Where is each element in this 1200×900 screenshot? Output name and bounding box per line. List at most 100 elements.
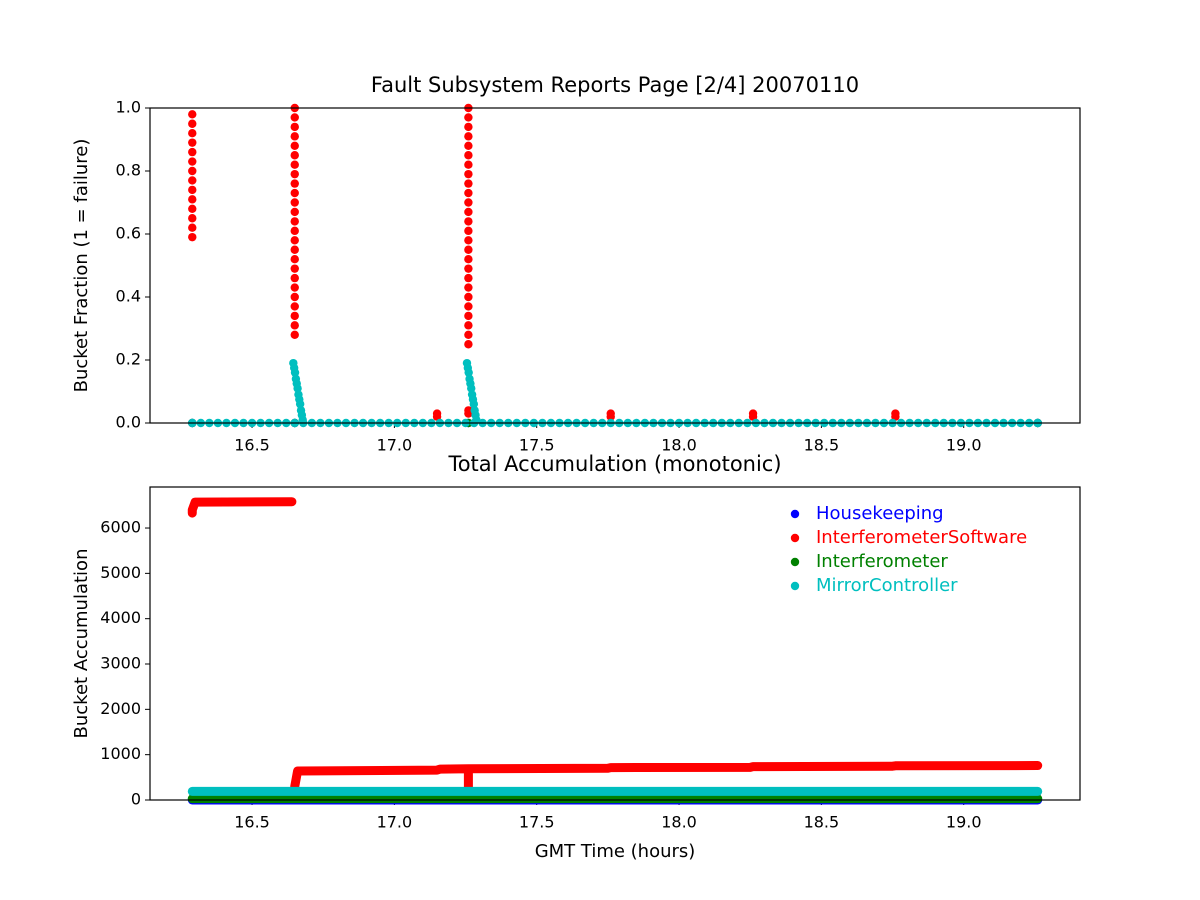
- x-tick-label: 17.5: [519, 813, 555, 832]
- legend-label: Housekeeping: [816, 503, 944, 524]
- point: [464, 273, 473, 283]
- point: [295, 399, 305, 409]
- point: [464, 179, 473, 188]
- point: [432, 409, 442, 418]
- point: [290, 311, 299, 321]
- point: [464, 264, 473, 273]
- series-line: [187, 497, 1043, 795]
- point: [290, 226, 299, 236]
- point: [464, 113, 473, 122]
- x-tick-label: 18.0: [661, 436, 697, 455]
- chart-title: Fault Subsystem Reports Page [2/4] 20070…: [371, 73, 859, 97]
- legend-label: InterferometerSoftware: [816, 527, 1027, 548]
- x-tick-label: 18.5: [804, 813, 840, 832]
- point: [290, 264, 299, 273]
- x-tick-label: 19.0: [946, 436, 982, 455]
- point: [290, 151, 299, 160]
- point: [464, 169, 473, 179]
- x-tick-label: 18.0: [661, 813, 697, 832]
- point: [290, 302, 299, 311]
- point: [472, 415, 481, 425]
- point: [464, 311, 473, 321]
- y-tick-label: 0.8: [116, 161, 141, 180]
- point: [188, 110, 197, 119]
- point: [290, 273, 299, 283]
- point: [290, 188, 299, 198]
- point: [188, 157, 197, 166]
- y-tick-label: 0.2: [116, 350, 141, 369]
- y-tick-label: 3000: [100, 654, 141, 673]
- point: [290, 330, 299, 339]
- point: [464, 292, 473, 302]
- point: [290, 179, 299, 188]
- x-tick-label: 16.5: [234, 436, 270, 455]
- point: [293, 384, 302, 393]
- y-tick-label: 1.0: [116, 98, 141, 117]
- point: [891, 409, 900, 418]
- point: [464, 302, 473, 311]
- x-tick-label: 17.0: [377, 436, 413, 455]
- point: [464, 330, 473, 339]
- point: [290, 207, 299, 217]
- y-axis-label: Bucket Accumulation: [71, 549, 92, 739]
- y-tick-label: 0.0: [116, 413, 141, 432]
- point: [464, 255, 473, 264]
- point: [188, 176, 197, 185]
- y-tick-label: 0: [131, 790, 141, 809]
- point: [464, 283, 473, 292]
- point: [464, 160, 473, 169]
- chart-title: Total Accumulation (monotonic): [447, 452, 781, 476]
- point: [464, 132, 473, 141]
- x-tick-label: 18.5: [804, 436, 840, 455]
- point: [290, 321, 299, 330]
- point: [188, 138, 197, 147]
- point: [469, 399, 479, 409]
- point: [464, 236, 473, 245]
- point: [188, 147, 197, 157]
- point: [290, 236, 299, 245]
- x-tick-label: 16.5: [234, 813, 270, 832]
- point: [464, 207, 473, 217]
- y-tick-label: 5000: [100, 563, 141, 582]
- point: [290, 160, 299, 169]
- point: [464, 226, 473, 236]
- legend-label: Interferometer: [816, 551, 948, 572]
- x-tick-label: 19.0: [946, 813, 982, 832]
- point: [464, 141, 473, 150]
- point: [290, 122, 299, 132]
- axes-frame: [149, 486, 1081, 801]
- legend-marker: [790, 533, 800, 543]
- point: [464, 198, 473, 207]
- point: [464, 340, 473, 349]
- point: [748, 409, 758, 418]
- point: [298, 415, 307, 425]
- point: [290, 132, 299, 141]
- point: [290, 245, 299, 254]
- point: [290, 141, 299, 150]
- x-tick-label: 17.0: [377, 813, 413, 832]
- point: [188, 223, 197, 232]
- point: [290, 113, 299, 122]
- point: [188, 119, 197, 128]
- x-tick-label: 17.5: [519, 436, 555, 455]
- point: [290, 169, 299, 179]
- point: [464, 245, 473, 254]
- legend-marker: [790, 509, 800, 519]
- y-tick-label: 2000: [100, 699, 141, 718]
- point: [188, 166, 197, 176]
- point: [290, 217, 299, 226]
- y-tick-label: 0.6: [116, 224, 141, 243]
- legend-label: MirrorController: [816, 575, 958, 596]
- point: [464, 368, 473, 377]
- y-tick-label: 0.4: [116, 287, 141, 306]
- point: [290, 283, 299, 292]
- point: [464, 151, 473, 160]
- point: [464, 122, 473, 132]
- point: [188, 204, 197, 213]
- y-axis-label: Bucket Fraction (1 = failure): [71, 139, 92, 393]
- y-tick-label: 4000: [100, 608, 141, 627]
- point: [464, 188, 473, 198]
- y-tick-label: 6000: [100, 518, 141, 537]
- point: [464, 217, 473, 226]
